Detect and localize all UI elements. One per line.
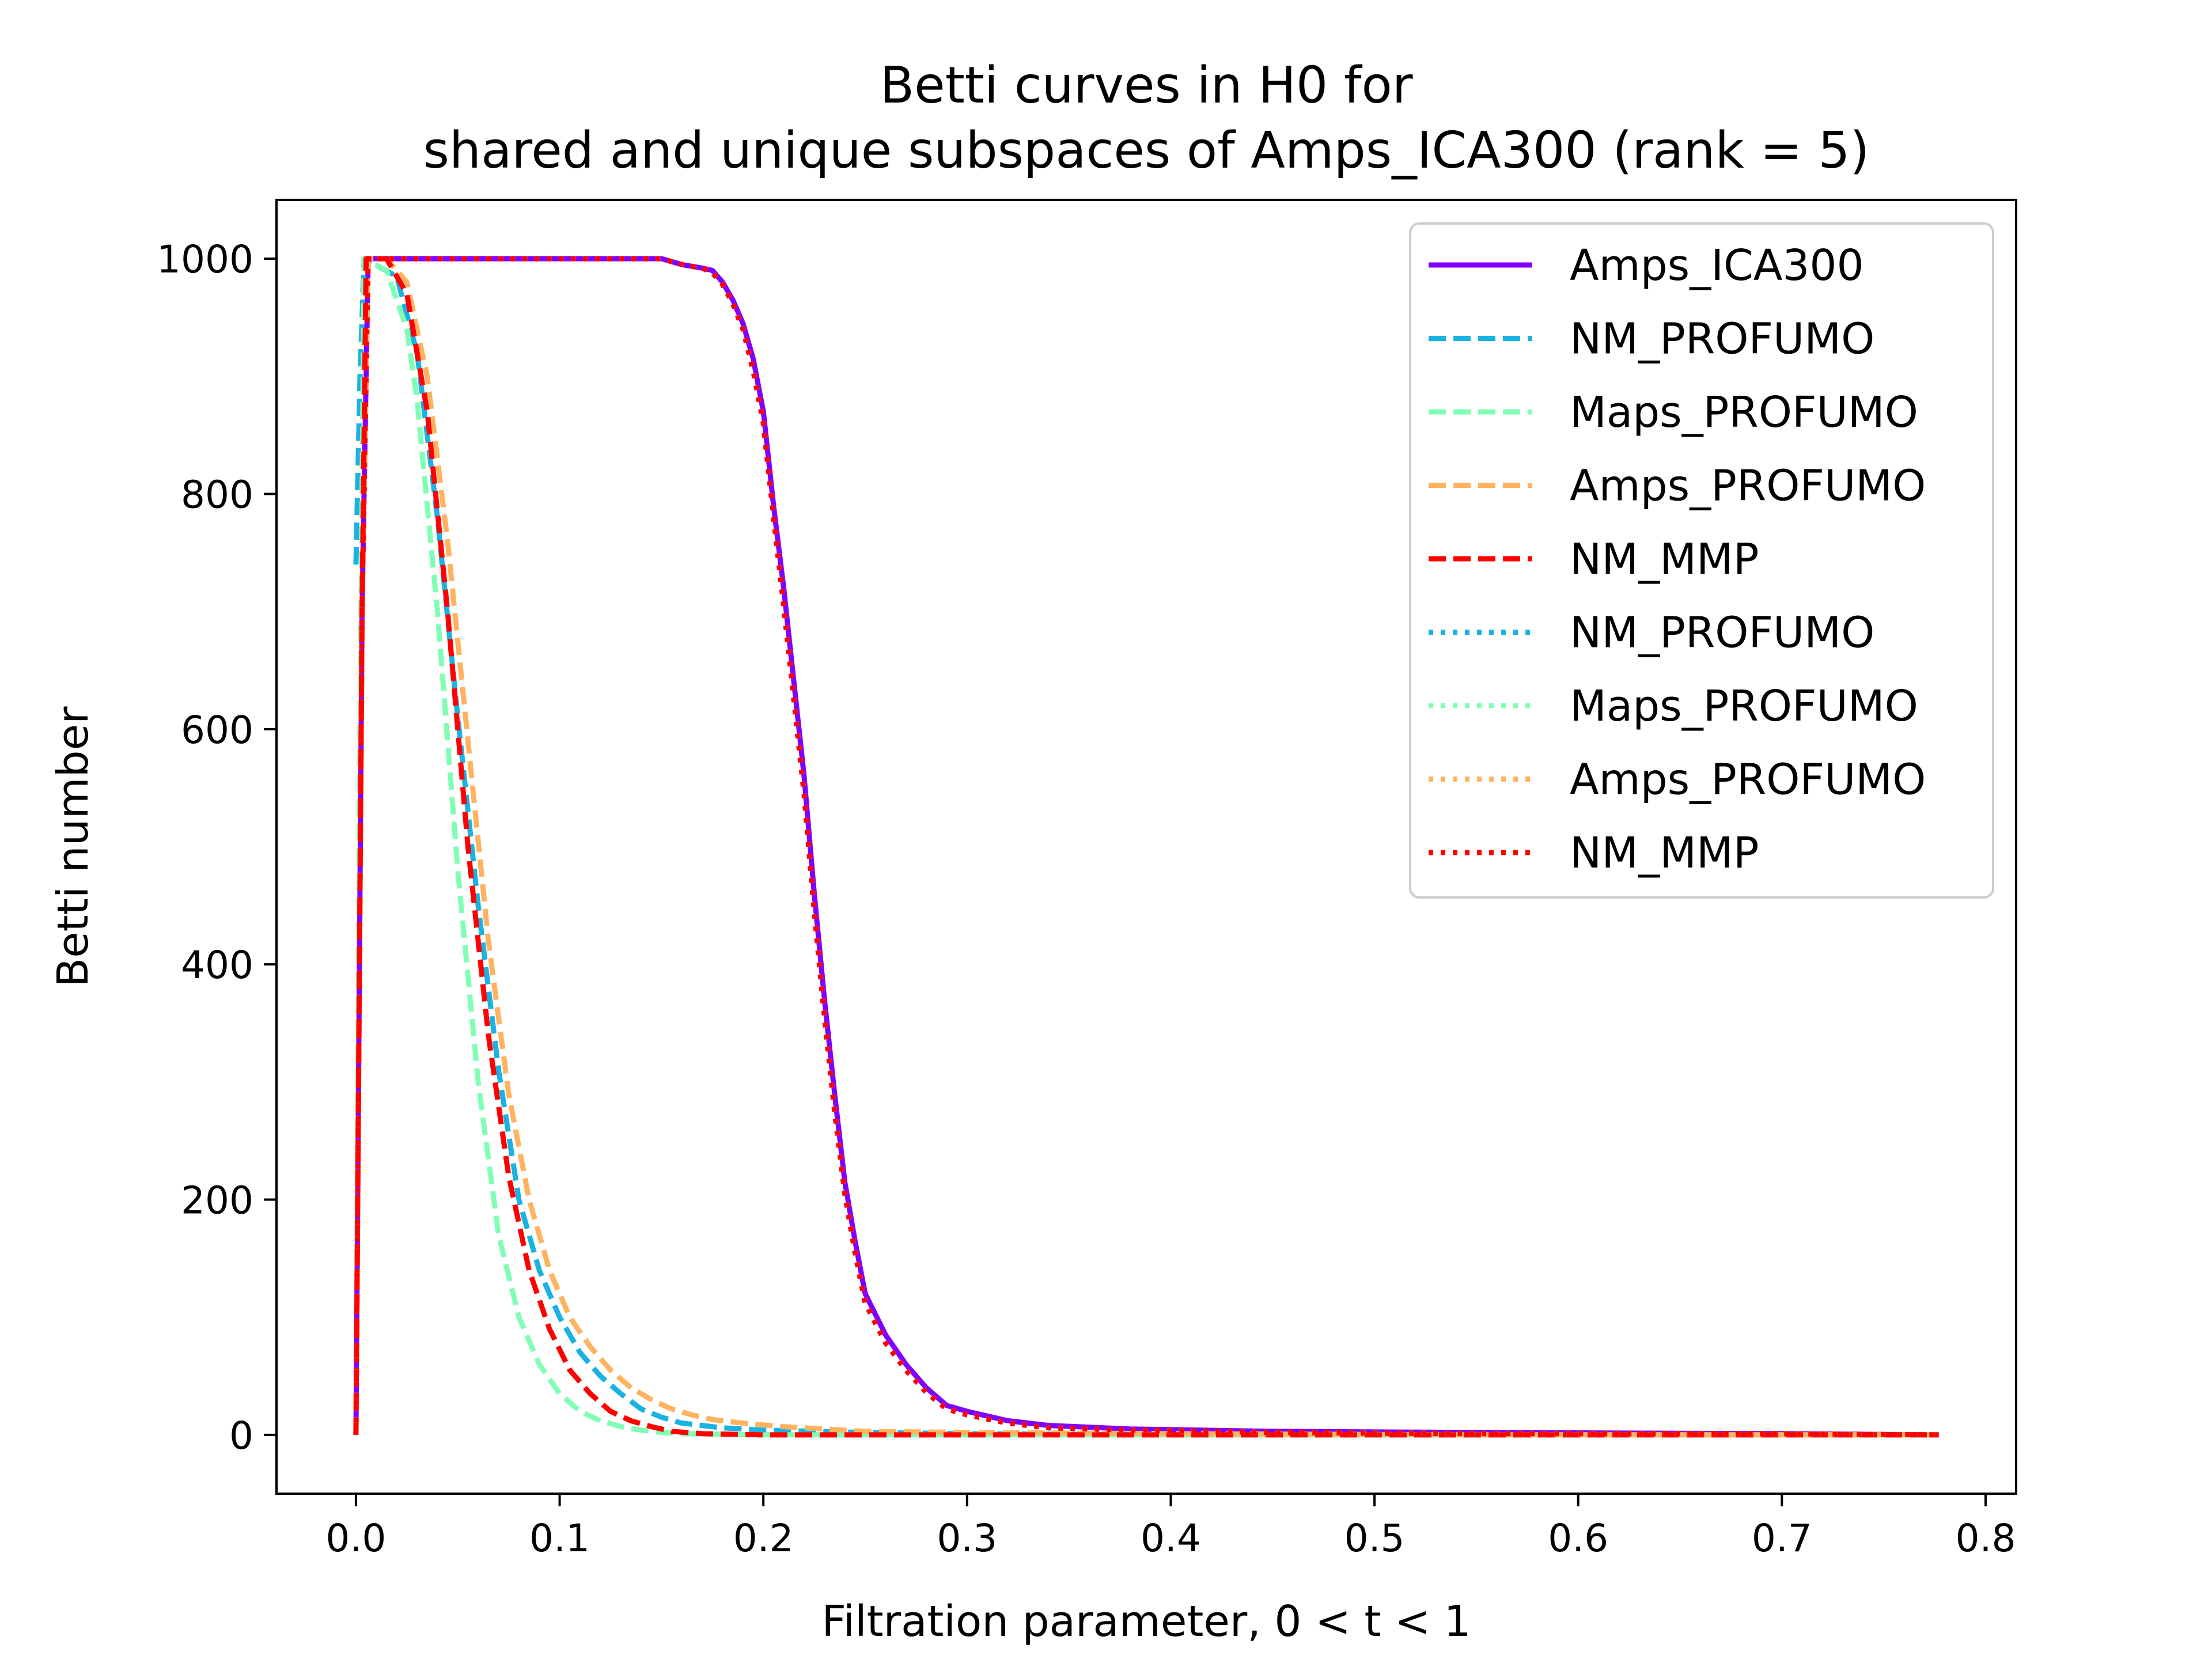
x-axis: 0.0 0.1 0.2 0.3 0.4 0.5 0.6 0.7 0.8 <box>325 1494 2016 1560</box>
series-line-4 <box>353 256 1939 1438</box>
legend-label-5: NM_MMP <box>1570 535 1759 584</box>
y-axis-label: Betti number <box>48 706 98 987</box>
x-tick-label: 0.5 <box>1344 1516 1405 1560</box>
legend: Amps_ICA300 NM_PROFUMO Maps_PROFUMO Amps_PR… <box>1409 222 1994 899</box>
legend-label-7: Maps_PROFUMO <box>1570 681 1918 731</box>
legend-label-4: Amps_PROFUMO <box>1570 461 1926 511</box>
legend-label-1: Amps_ICA300 <box>1570 241 1864 290</box>
y-tick-label: 200 <box>181 1179 253 1223</box>
legend-frame <box>1409 222 1994 899</box>
y-tick-label: 600 <box>181 708 253 752</box>
y-tick-label: 800 <box>181 472 253 517</box>
series-line-5 <box>353 256 1939 1438</box>
x-tick-label: 0.8 <box>1955 1516 2016 1560</box>
x-tick-label: 0.6 <box>1548 1516 1608 1560</box>
x-tick-label: 0.0 <box>325 1516 386 1560</box>
y-tick-label: 400 <box>181 943 253 987</box>
x-tick-label: 0.3 <box>937 1516 997 1560</box>
x-tick-label: 0.7 <box>1752 1516 1812 1560</box>
chart-title-line-1: Betti curves in H0 for <box>880 56 1412 115</box>
y-tick-label: 0 <box>229 1414 253 1458</box>
legend-label-9: NM_MMP <box>1570 828 1759 878</box>
x-tick-label: 0.4 <box>1141 1516 1201 1560</box>
x-tick-label: 0.2 <box>733 1516 794 1560</box>
chart-title-line-2: shared and unique subspaces of Amps_ICA3… <box>423 121 1870 180</box>
legend-label-2: NM_PROFUMO <box>1570 315 1874 364</box>
legend-label-8: Amps_PROFUMO <box>1570 755 1926 805</box>
x-axis-label: Filtration parameter, 0 < t < 1 <box>821 1597 1471 1646</box>
x-tick-label: 0.1 <box>529 1516 590 1560</box>
plot-area-frame <box>275 199 2017 1495</box>
legend-label-6: NM_PROFUMO <box>1570 608 1874 658</box>
y-tick-label: 1000 <box>157 237 253 282</box>
legend-label-3: Maps_PROFUMO <box>1570 388 1918 437</box>
y-axis: 0 200 400 600 800 1000 <box>157 237 276 1458</box>
series-line-9 <box>353 256 1939 1438</box>
series-layer <box>353 256 1939 1438</box>
